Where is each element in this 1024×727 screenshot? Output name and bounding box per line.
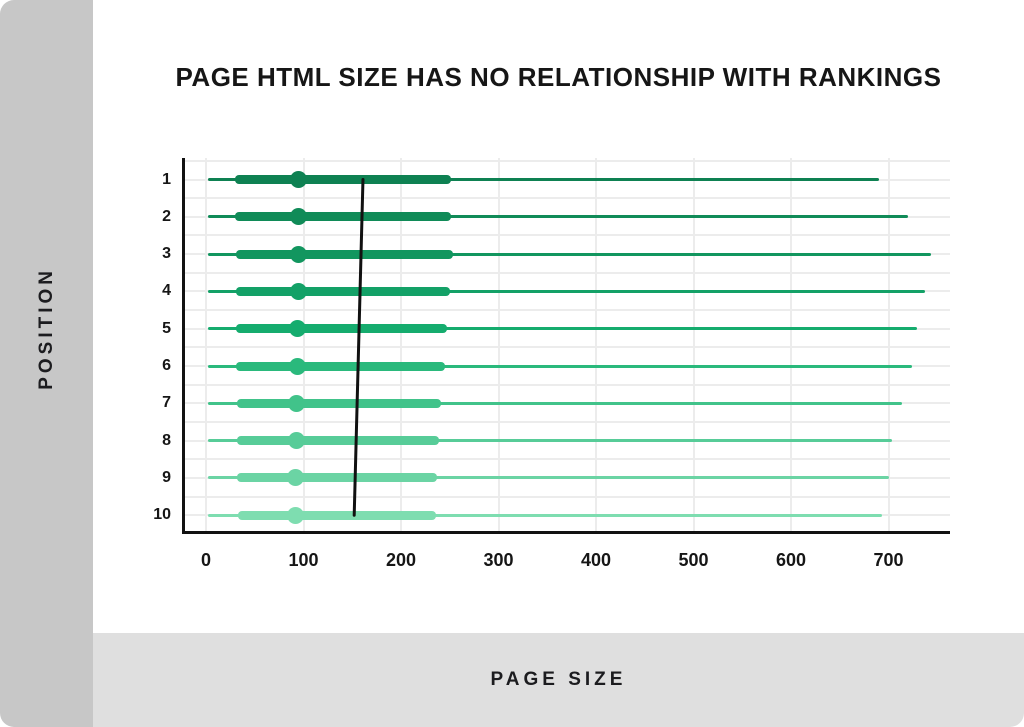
x-tick-label: 500 bbox=[678, 550, 709, 570]
whisker-line bbox=[207, 215, 908, 219]
whisker-line bbox=[207, 327, 917, 331]
iqr-bar bbox=[235, 175, 451, 184]
gridline-horizontal bbox=[185, 271, 950, 274]
whisker-line bbox=[207, 364, 912, 368]
gridline-vertical bbox=[692, 158, 695, 531]
gridline-horizontal bbox=[185, 159, 950, 162]
whisker-line bbox=[207, 401, 903, 405]
gridline-horizontal bbox=[185, 197, 950, 200]
gridline-horizontal bbox=[185, 458, 950, 461]
x-tick-label: 300 bbox=[483, 550, 514, 570]
iqr-bar bbox=[237, 473, 438, 483]
y-tick-label: 8 bbox=[162, 431, 171, 449]
mean-dot bbox=[287, 469, 305, 487]
x-tick-label: 100 bbox=[288, 550, 319, 570]
x-axis-title: PAGE SIZE bbox=[490, 669, 627, 690]
whisker-line bbox=[207, 178, 879, 181]
iqr-bar bbox=[236, 286, 450, 296]
y-tick-label: 6 bbox=[162, 357, 171, 374]
gridline-vertical bbox=[595, 158, 597, 531]
gridline-vertical bbox=[887, 158, 890, 531]
x-tick-label: 700 bbox=[873, 550, 904, 570]
mean-dot bbox=[289, 357, 307, 375]
y-tick-label: 3 bbox=[162, 245, 171, 263]
x-tick-label: 200 bbox=[385, 550, 417, 570]
whisker-line bbox=[207, 439, 893, 443]
bottom-band: PAGE SIZE bbox=[93, 633, 1024, 727]
iqr-bar bbox=[237, 436, 439, 446]
y-tick-label: 9 bbox=[162, 468, 171, 486]
iqr-bar bbox=[237, 398, 441, 408]
x-tick-label: 400 bbox=[580, 550, 612, 570]
x-tick-label: 600 bbox=[775, 550, 807, 570]
y-tick-label: 10 bbox=[153, 506, 171, 524]
iqr-bar bbox=[236, 361, 445, 371]
iqr-bar bbox=[235, 212, 451, 222]
gridline-vertical bbox=[205, 158, 207, 531]
gridline-horizontal bbox=[185, 309, 950, 312]
gridline-horizontal bbox=[185, 495, 950, 498]
mean-dot bbox=[287, 506, 305, 524]
whisker-line bbox=[207, 252, 932, 256]
gridline-vertical bbox=[302, 158, 305, 531]
y-tick-label: 2 bbox=[162, 207, 171, 225]
median-line bbox=[352, 178, 365, 517]
mean-dot bbox=[290, 245, 308, 263]
plot-area: 1 2 3 4 5 6 7 8 9 10 0 100 200 300 400 500 600 700 bbox=[153, 158, 950, 570]
mean-dot bbox=[288, 432, 306, 450]
iqr-bar bbox=[238, 510, 437, 520]
mean-dot bbox=[290, 208, 308, 226]
gridline-vertical bbox=[400, 158, 402, 531]
gridline-vertical bbox=[497, 158, 500, 531]
iqr-bar bbox=[236, 324, 447, 334]
y-tick-label: 5 bbox=[162, 319, 171, 337]
gridline-horizontal bbox=[185, 383, 950, 386]
mean-dot bbox=[289, 320, 307, 338]
y-tick-label: 7 bbox=[162, 394, 171, 412]
left-strip: POSITION bbox=[0, 0, 93, 727]
gridline-vertical bbox=[790, 158, 792, 531]
gridline-horizontal bbox=[185, 234, 950, 237]
x-tick-label: 0 bbox=[200, 550, 211, 570]
chart-title: PAGE HTML SIZE HAS NO RELATIONSHIP WITH … bbox=[175, 62, 942, 92]
y-axis-title: POSITION bbox=[35, 267, 57, 390]
gridline-horizontal bbox=[185, 420, 950, 423]
whisker-line bbox=[207, 476, 890, 480]
whisker-line bbox=[207, 513, 882, 517]
iqr-bar bbox=[236, 249, 453, 259]
mean-dot bbox=[290, 282, 308, 300]
mean-dot bbox=[290, 171, 308, 188]
gridline-horizontal bbox=[185, 346, 950, 349]
mean-dot bbox=[288, 394, 306, 412]
y-tick-label: 1 bbox=[162, 170, 171, 188]
y-tick-label: 4 bbox=[162, 282, 171, 300]
whisker-line bbox=[207, 289, 925, 293]
